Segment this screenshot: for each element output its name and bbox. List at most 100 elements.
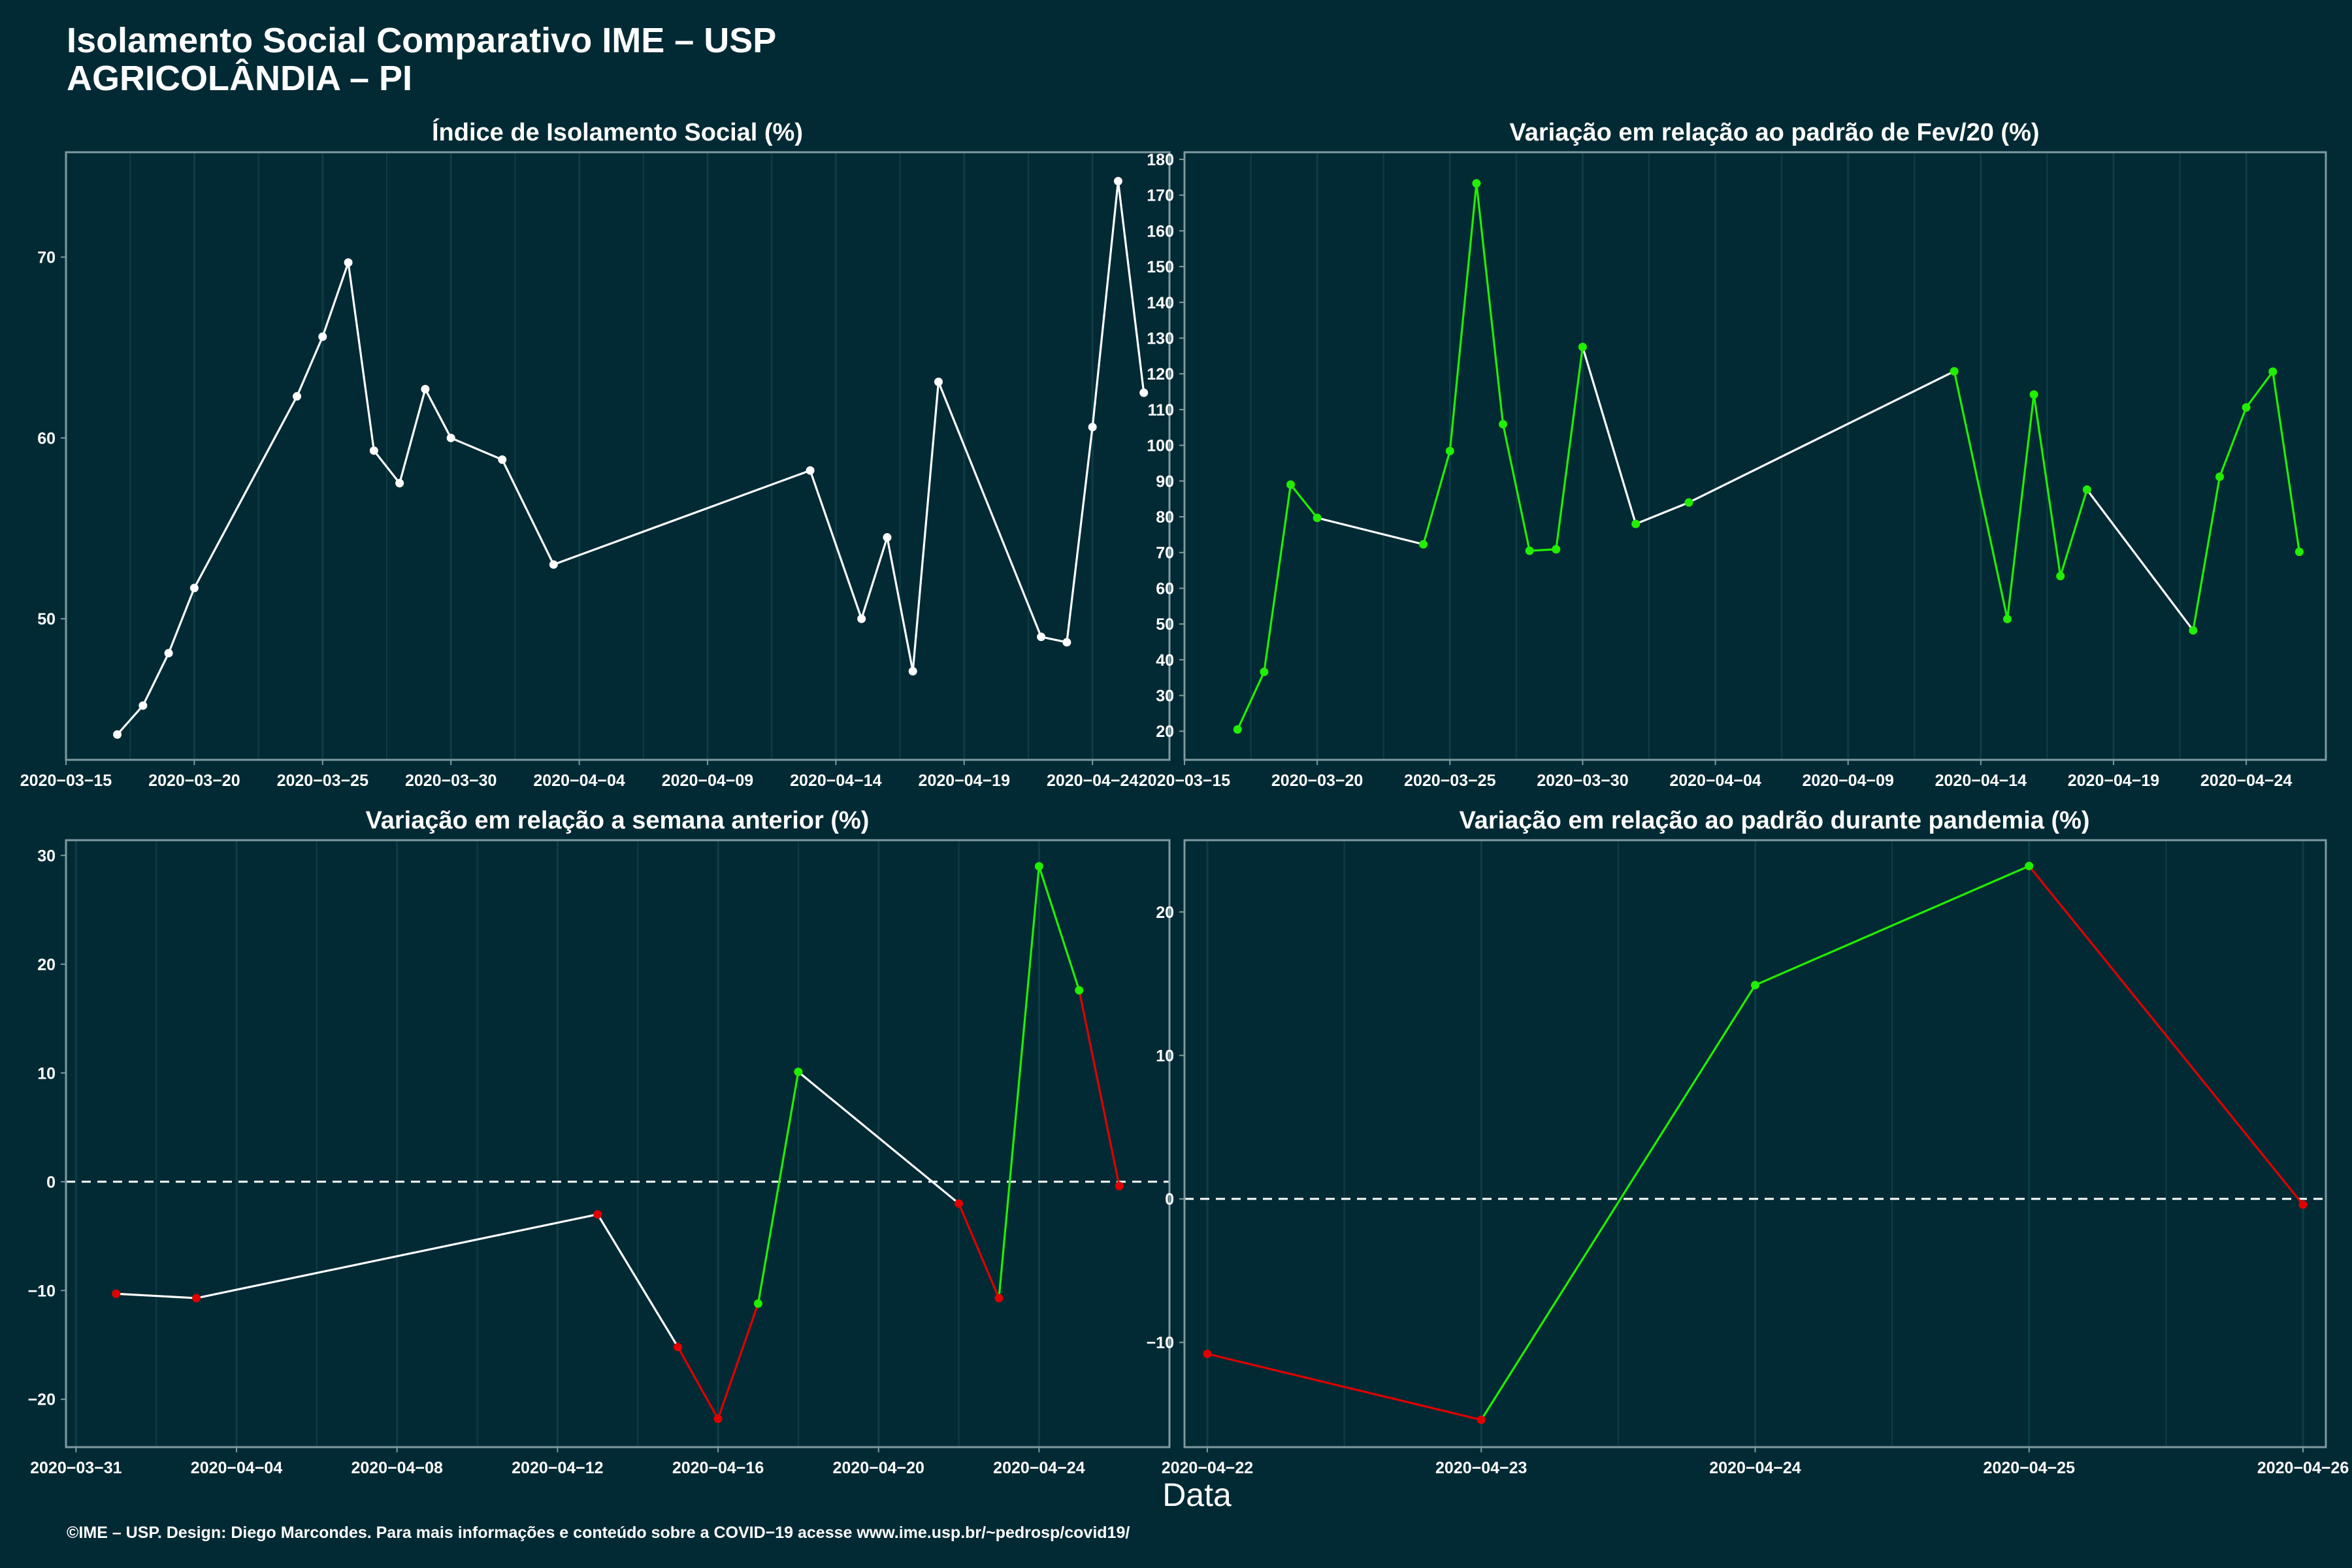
y-tick-label: 20 (1156, 723, 1174, 741)
data-point (794, 1068, 803, 1077)
series-line-segment (2033, 393, 2062, 578)
series-line-segment (347, 261, 375, 452)
series-line-segment (372, 449, 401, 485)
data-point (1037, 632, 1046, 642)
data-point (344, 258, 353, 267)
data-point (2189, 626, 2198, 635)
series-line-segment (2245, 370, 2274, 409)
data-point (1115, 1181, 1124, 1190)
x-tick-label: 2020−04−25 (1984, 1459, 2076, 1477)
data-point (1233, 725, 1242, 734)
x-tick-label: 2020−04−24 (1709, 1459, 1801, 1477)
y-tick-label: −10 (1147, 1334, 1174, 1352)
y-tick-label: 60 (1156, 580, 1174, 598)
series-line-segment (167, 587, 195, 655)
series-line-segment (1316, 517, 1425, 546)
x-tick-label: 2020−03−25 (277, 772, 369, 790)
panel-title-indice: Índice de Isolamento Social (%) (432, 118, 803, 146)
series-line-segment (321, 261, 350, 338)
data-point (1684, 498, 1693, 507)
series-line-segment (677, 1346, 719, 1420)
series-line-segment (116, 704, 144, 736)
series-line-segment (424, 387, 452, 439)
data-point (1313, 514, 1322, 523)
data-point (1525, 546, 1534, 555)
data-point (446, 433, 455, 442)
series-line-segment (1236, 670, 1266, 731)
series-line-segment (757, 1071, 800, 1305)
data-point (857, 614, 866, 623)
data-point (1950, 367, 1959, 376)
data-point (674, 1343, 683, 1352)
data-point (593, 1210, 602, 1219)
footer-caption: ©IME – USP. Design: Diego Marcondes. Par… (67, 1524, 1130, 1542)
data-point (883, 533, 892, 542)
x-tick-label: 2020−04−24 (2200, 772, 2293, 790)
x-tick-label: 2020−03−30 (1537, 772, 1628, 790)
data-point (1260, 667, 1269, 676)
data-point (192, 1294, 201, 1303)
data-point (1552, 545, 1561, 554)
y-tick-label: −20 (28, 1391, 56, 1409)
data-point (421, 385, 430, 394)
x-tick-label: 2020−04−22 (1162, 1459, 1253, 1477)
x-tick-label: 2020−04−26 (2257, 1459, 2349, 1477)
x-tick-label: 2020−04−08 (351, 1459, 443, 1477)
x-tick-label: 2020−04−04 (191, 1459, 283, 1477)
data-point (934, 378, 943, 387)
data-point (369, 446, 378, 455)
data-point (2268, 367, 2278, 376)
series-line-segment (1480, 984, 1757, 1421)
y-tick-label: 60 (37, 429, 56, 448)
series-line-segment (1037, 865, 1081, 992)
series-line-segment (2006, 393, 2035, 621)
plot-frame (1183, 151, 2327, 761)
x-tick-label: 2020−03−25 (1404, 772, 1496, 790)
series-line-segment (2085, 488, 2195, 632)
data-point (2082, 485, 2091, 494)
y-tick-label: 100 (1147, 437, 1174, 455)
data-point (1419, 540, 1428, 549)
y-tick-label: 10 (37, 1064, 56, 1083)
y-tick-label: 180 (1147, 151, 1174, 169)
series-line-segment (860, 536, 889, 620)
data-point (1088, 423, 1097, 432)
data-point (955, 1199, 964, 1208)
data-point (189, 583, 199, 593)
y-tick-label: 150 (1147, 258, 1174, 276)
series-line-segment (193, 395, 299, 589)
series-line-segment (1581, 346, 1637, 525)
series-line-segment (2192, 476, 2221, 632)
y-tick-label: 120 (1147, 365, 1174, 384)
data-point (1445, 446, 1454, 455)
series-line-segment (1117, 180, 1145, 394)
data-point (1472, 179, 1481, 188)
x-tick-label: 2020−03−30 (405, 772, 497, 790)
series-line-segment (1066, 426, 1094, 644)
series-line-segment (1078, 989, 1120, 1188)
series-line-segment (1422, 449, 1451, 546)
data-point (2002, 614, 2012, 623)
panel-title-semana: Variação em relação a semana anterior (%… (366, 807, 870, 834)
data-point (806, 466, 815, 475)
series-line-segment (399, 387, 427, 485)
series-line-segment (2272, 370, 2300, 553)
series-line-segment (1953, 370, 2009, 621)
x-axis-label: Data (1162, 1477, 1232, 1513)
x-tick-label: 2020−04−19 (919, 772, 1010, 790)
series-line-segment (1754, 864, 2031, 987)
panel-variacao-pandemia: Variação em relação ao padrão durante pa… (1147, 807, 2349, 1477)
data-point (318, 332, 327, 341)
y-tick-label: 30 (1156, 687, 1174, 706)
x-tick-label: 2020−04−04 (533, 772, 625, 790)
figure-title-line2: AGRICOLÂNDIA – PI (67, 58, 412, 98)
series-line-segment (115, 1292, 198, 1299)
data-point (2029, 390, 2038, 399)
x-tick-label: 2020−04−14 (790, 772, 882, 790)
y-tick-label: 30 (37, 847, 56, 865)
y-tick-label: 40 (1156, 651, 1174, 670)
series-line-segment (1688, 370, 1955, 504)
y-tick-label: 80 (1156, 508, 1174, 527)
panel-variacao-semana: Variação em relação a semana anterior (%… (28, 807, 1171, 1477)
x-tick-label: 2020−04−16 (672, 1459, 764, 1477)
